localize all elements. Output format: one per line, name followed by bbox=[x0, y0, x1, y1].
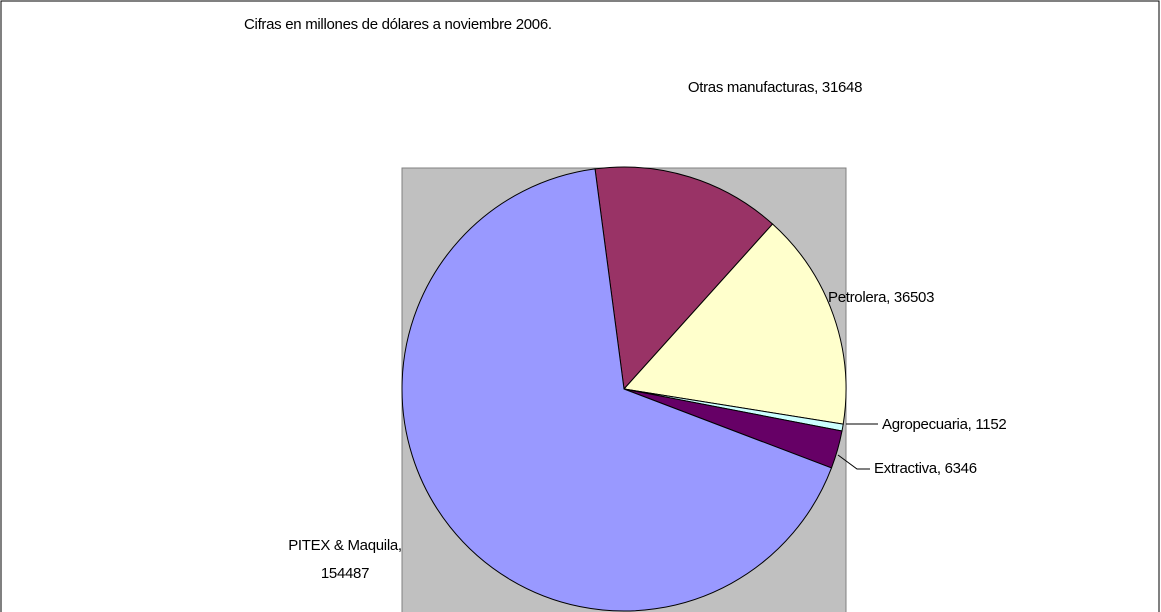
data-label: PITEX & Maquila, 154487 bbox=[288, 537, 402, 582]
pie-slice bbox=[594, 166, 774, 391]
data-label: Agropecuaria, 1152 bbox=[882, 416, 1007, 433]
data-label: Otras manufacturas, 31648 bbox=[687, 79, 863, 96]
pie-slice bbox=[623, 223, 847, 425]
data-label: Extractiva, 6346 bbox=[874, 460, 977, 477]
data-label: Petrolera, 36503 bbox=[828, 289, 935, 306]
chart-title: Cifras en millones de dólares a noviembr… bbox=[244, 16, 552, 33]
pie-slice bbox=[401, 168, 833, 612]
leader-line bbox=[837, 454, 870, 470]
pie bbox=[401, 166, 847, 612]
